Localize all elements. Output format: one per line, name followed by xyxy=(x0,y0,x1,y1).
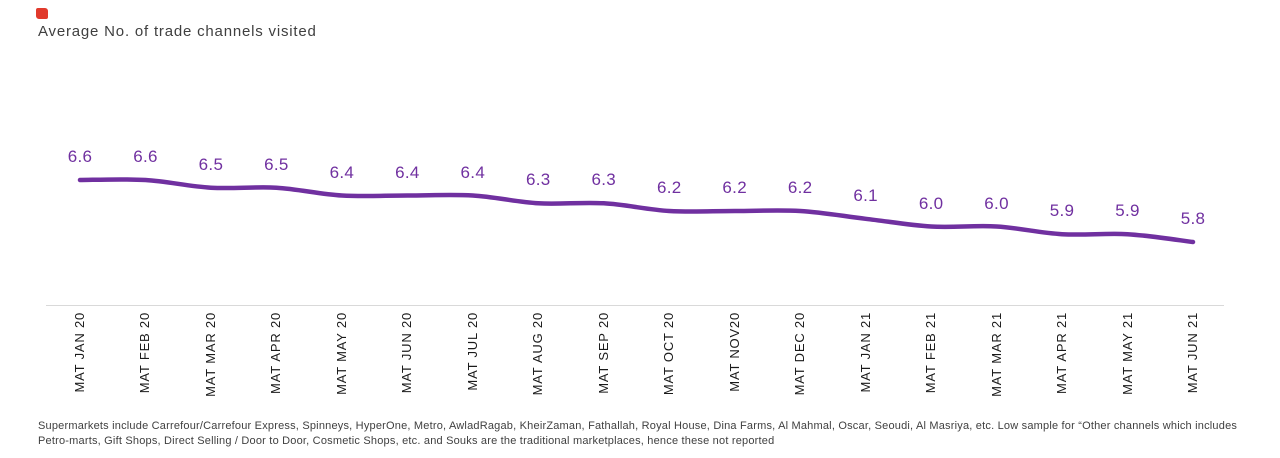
x-tick-label: MAT MAR 20 xyxy=(202,312,218,397)
data-label: 6.3 xyxy=(591,170,617,190)
x-tick-label: MAT JAN 20 xyxy=(72,312,87,393)
data-label: 6.6 xyxy=(133,147,158,166)
x-tick-label: MAT AUG 20 xyxy=(530,312,546,396)
data-label: 6.2 xyxy=(787,178,813,197)
x-tick-label: MAT JUN 21 xyxy=(1185,312,1200,394)
data-label: 6.3 xyxy=(526,170,551,190)
x-tick-label: MAT MAY 20 xyxy=(333,312,349,395)
trend-line xyxy=(77,177,1196,245)
chart-title: Average No. of trade channels visited xyxy=(38,23,317,40)
red-mark-icon xyxy=(36,8,48,19)
data-label: 6.0 xyxy=(984,193,1009,213)
x-tick-label: MAT SEP 20 xyxy=(595,312,611,394)
x-tick-label: MAT MAY 21 xyxy=(1119,312,1135,395)
data-label: 6.6 xyxy=(67,147,93,166)
x-tick-label: MAT DEC 20 xyxy=(792,312,808,396)
x-tick-label: MAT MAR 21 xyxy=(988,312,1004,397)
footnote-line-2: Petro-marts, Gift Shops, Direct Selling … xyxy=(38,435,775,447)
footnote-line-1: Supermarkets include Carrefour/Carrefour… xyxy=(38,420,1238,432)
data-label: 6.5 xyxy=(264,154,289,174)
x-tick-label: MAT JUL 20 xyxy=(464,312,480,391)
data-label: 6.4 xyxy=(395,162,420,182)
x-tick-label: MAT OCT 20 xyxy=(661,312,677,396)
data-label: 5.9 xyxy=(1115,201,1140,221)
x-tick-label: MAT JAN 21 xyxy=(857,312,873,393)
x-tick-label: MAT FEB 21 xyxy=(923,312,939,394)
x-tick-label: MAT APR 20 xyxy=(268,312,284,394)
x-tick-label: MAT FEB 20 xyxy=(137,312,153,394)
data-label: 6.5 xyxy=(198,154,224,174)
data-label: 6.4 xyxy=(329,162,355,182)
data-label: 6.4 xyxy=(460,162,486,182)
data-label: 6.0 xyxy=(918,193,944,213)
x-tick-label: MAT NOV20 xyxy=(726,312,742,392)
data-label: 5.9 xyxy=(1049,201,1075,221)
data-label: 6.2 xyxy=(656,178,682,197)
data-label: 6.2 xyxy=(722,178,747,197)
x-axis-line xyxy=(46,305,1224,306)
x-tick-label: MAT JUN 20 xyxy=(399,312,415,394)
data-label: 5.8 xyxy=(1180,209,1206,228)
x-tick-label: MAT APR 21 xyxy=(1054,312,1070,394)
data-label: 6.1 xyxy=(853,185,878,205)
